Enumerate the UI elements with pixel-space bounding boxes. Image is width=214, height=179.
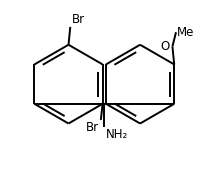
Text: NH₂: NH₂ [106,128,128,141]
Text: Br: Br [86,121,99,134]
Text: Br: Br [72,13,85,26]
Text: Me: Me [177,26,194,39]
Text: O: O [160,40,170,53]
